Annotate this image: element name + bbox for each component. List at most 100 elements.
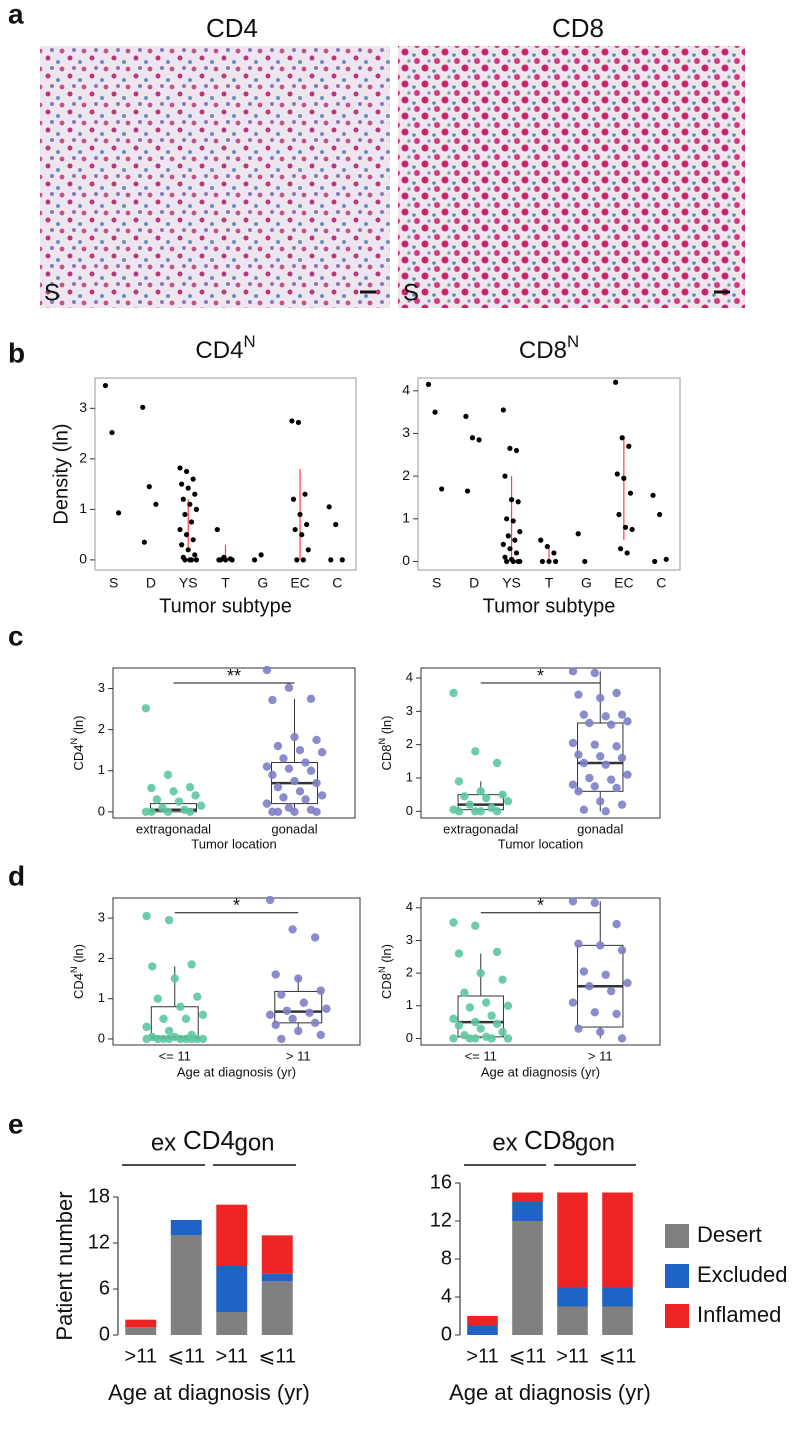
text-part: (ln) — [71, 716, 86, 738]
data-point — [471, 1034, 480, 1043]
data-point — [574, 750, 583, 759]
data-point — [513, 550, 520, 556]
bar-segment — [125, 1319, 157, 1328]
y-tick-label: 0 — [99, 1323, 110, 1345]
data-point — [619, 435, 625, 441]
y-tick-label: 0 — [98, 1030, 105, 1045]
data-point — [141, 704, 151, 713]
data-point — [464, 488, 471, 494]
panel-label: c — [8, 620, 24, 651]
bar-segment — [512, 1192, 543, 1202]
superscript: N — [377, 966, 387, 973]
data-point — [627, 490, 634, 496]
y-tick-label: 0 — [98, 803, 105, 818]
y-tick-label: 0 — [402, 552, 410, 568]
legend-swatch — [665, 1304, 689, 1328]
data-point — [284, 764, 294, 773]
data-point — [322, 1004, 331, 1013]
x-tick-label: EC — [614, 575, 633, 591]
text-part: CD8 — [379, 973, 394, 999]
x-tick-label: >11 — [125, 1345, 157, 1367]
data-point — [624, 550, 630, 556]
data-point — [498, 790, 507, 799]
data-point — [469, 435, 476, 441]
data-point — [623, 717, 632, 726]
y-tick-label: 4 — [406, 669, 413, 684]
superscript: N — [69, 738, 79, 745]
data-point — [312, 735, 321, 745]
data-point — [290, 807, 299, 817]
plot-frame — [420, 897, 661, 1046]
data-point — [142, 1034, 151, 1044]
data-point — [492, 758, 502, 768]
data-point — [295, 745, 305, 755]
data-point — [326, 504, 332, 510]
data-point — [657, 511, 663, 518]
box — [457, 995, 504, 1038]
plot-frame — [94, 377, 357, 571]
data-point — [574, 787, 583, 796]
group-label: gon — [234, 1129, 274, 1156]
x-tick-label: T — [545, 575, 554, 591]
data-point — [502, 554, 508, 560]
data-point — [590, 668, 600, 678]
text-part: CD4 — [71, 973, 86, 999]
y-tick-label: 1 — [402, 510, 410, 526]
y-tick-label: 18 — [88, 1185, 110, 1207]
group-label: ex — [492, 1129, 517, 1156]
box — [150, 803, 197, 813]
data-point — [626, 443, 632, 449]
data-point — [196, 801, 206, 810]
data-point — [193, 557, 200, 563]
image-label: S — [44, 279, 60, 306]
x-tick-label: ⩽11 — [599, 1345, 637, 1367]
data-point — [147, 783, 156, 793]
data-point — [517, 529, 523, 535]
data-point — [312, 807, 321, 817]
data-point — [306, 694, 316, 704]
y-tick-label: 2 — [98, 721, 105, 736]
x-tick-label: <= 11 — [465, 1048, 497, 1063]
data-point — [582, 558, 588, 565]
data-point — [579, 805, 589, 814]
data-point — [498, 975, 507, 984]
data-point — [181, 1014, 191, 1024]
y-axis-label: CD4N (ln) — [69, 944, 86, 999]
data-point — [297, 511, 303, 518]
data-point — [590, 1008, 600, 1017]
x-tick-label: >11 — [556, 1345, 588, 1367]
data-point — [579, 967, 589, 976]
bar-segment — [557, 1287, 588, 1307]
data-point — [596, 941, 605, 950]
data-point — [449, 1034, 458, 1043]
data-point — [425, 381, 432, 387]
bar-segment — [602, 1192, 633, 1288]
data-point — [214, 526, 220, 533]
data-point — [140, 404, 146, 410]
data-point — [177, 526, 183, 533]
y-tick-label: 3 — [406, 932, 413, 947]
box — [274, 990, 323, 1024]
bar-segment — [216, 1266, 248, 1312]
data-point — [277, 1034, 286, 1044]
data-point — [265, 895, 275, 905]
data-point — [316, 1030, 325, 1040]
x-tick-label: D — [469, 575, 479, 591]
data-point — [328, 557, 334, 563]
data-point — [299, 532, 305, 538]
x-tick-label: > 11 — [286, 1048, 311, 1063]
data-point — [614, 471, 620, 477]
y-tick-label: 3 — [406, 703, 413, 718]
data-point — [612, 688, 621, 698]
x-tick-label: D — [146, 575, 156, 591]
chart-title: CD8N — [519, 332, 579, 364]
data-point — [601, 970, 610, 979]
data-point — [153, 501, 159, 507]
data-point — [476, 437, 482, 443]
data-point — [273, 782, 283, 792]
significance-label: * — [537, 895, 544, 915]
data-point — [500, 541, 506, 548]
micrograph — [398, 46, 745, 308]
data-point — [454, 777, 464, 786]
data-point — [471, 921, 480, 930]
